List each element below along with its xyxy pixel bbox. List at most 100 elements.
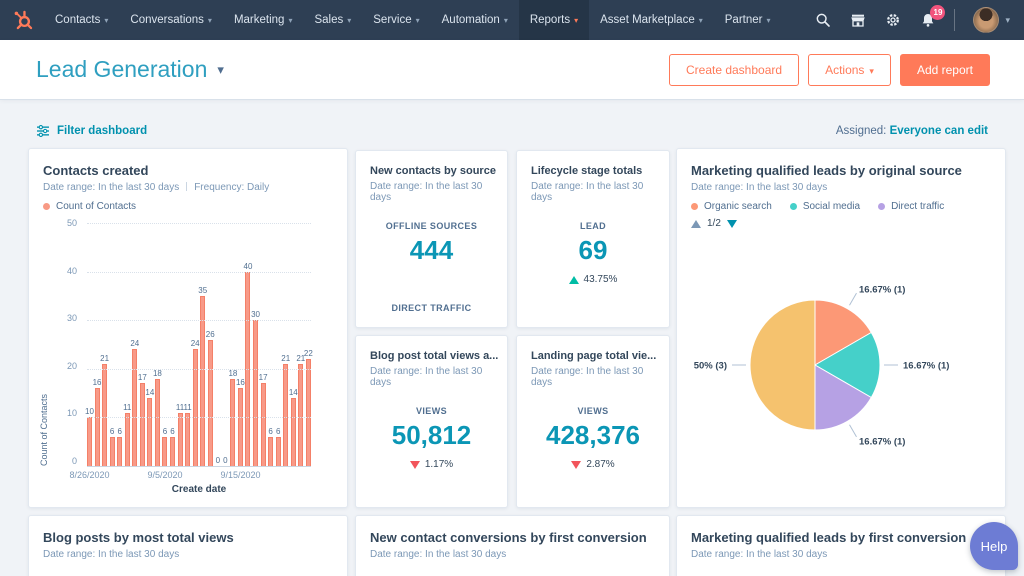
bar-value-label: 21 [100,353,110,363]
bar[interactable]: 6 [162,223,168,466]
nav-item-label: Sales [314,14,344,26]
bar-rect [298,363,304,466]
nav-item-asset-marketplace[interactable]: Asset Marketplace ▾ [589,0,714,40]
bar-rect [139,383,145,466]
bar-value-label: 17 [258,373,268,383]
bar[interactable]: 11 [183,223,192,466]
nav-item-marketing[interactable]: Marketing ▾ [223,0,304,40]
nav-item-reports[interactable]: Reports ▾ [518,0,590,40]
bar-value-label: 11 [183,402,192,412]
nav-item-label: Automation [441,14,500,26]
actions-button[interactable]: Actions ▾ [808,53,891,86]
bar[interactable]: 0 [223,223,228,466]
bar[interactable]: 6 [275,223,281,466]
pie-slice[interactable] [813,331,881,399]
legend-item-social-media[interactable]: Social media [789,201,860,212]
page-title: Lead Generation [36,56,208,82]
bar-value-label: 14 [288,387,298,397]
bar-chart-legend[interactable]: Count of Contacts [43,201,347,212]
filter-dashboard-link[interactable]: Filter dashboard [36,125,147,137]
bar[interactable]: 6 [117,223,123,466]
bar-value-label: 26 [205,329,215,339]
card-date-range: Date range: In the last 30 days [531,181,644,203]
chevron-down-icon: ▾ [574,15,579,25]
bar-rect [154,378,160,466]
nav-item-service[interactable]: Service ▾ [362,0,430,40]
bar[interactable]: 24 [191,223,200,466]
bar[interactable]: 17 [138,223,147,466]
nav-item-conversations[interactable]: Conversations ▾ [119,0,223,40]
x-tick-label: 9/15/2020 [220,470,261,480]
chevron-down-icon: ▾ [347,15,352,25]
chevron-down-icon: ▾ [207,15,212,25]
notifications-bell-icon[interactable]: 19 [919,4,946,29]
nav-item-automation[interactable]: Automation ▾ [431,0,519,40]
bar[interactable]: 10 [85,223,94,466]
gridline [87,223,311,224]
hubspot-logo-icon[interactable] [0,0,44,40]
page-up-icon[interactable] [691,219,701,228]
nav-item-label: Service [373,14,412,26]
pie-slice[interactable] [749,299,816,431]
nav-right: 19 ▾ [814,0,1024,40]
pie-slice[interactable] [814,299,872,366]
bar[interactable]: 14 [145,223,154,466]
pie-label-leader-line [849,292,857,306]
nav-item-partner[interactable]: Partner ▾ [714,0,782,40]
bar[interactable]: 26 [206,223,215,466]
bar[interactable]: 18 [228,223,237,466]
nav-item-label: Asset Marketplace [600,14,695,26]
bar[interactable]: 22 [304,223,313,466]
bar-value-label: 17 [137,373,147,383]
legend-item-direct-traffic[interactable]: Direct traffic [878,201,944,212]
card-mql-by-original-source: Marketing qualified leads by original so… [676,148,1006,508]
pie-slice[interactable] [814,364,872,431]
marketplace-icon[interactable] [849,12,866,29]
legend-item-organic-search[interactable]: Organic search [691,201,772,212]
bar-chart-plot: 10 16 21 6 6 11 24 17 14 18 6 6 11 11 24 35 26 0 0 18 16 40 30… [85,223,313,467]
everyone-can-edit-link[interactable]: Everyone can edit [889,125,988,137]
bar[interactable]: 6 [170,223,176,466]
nav-item-sales[interactable]: Sales ▾ [303,0,362,40]
bar[interactable]: 11 [123,223,131,466]
bar[interactable]: 21 [100,223,109,466]
dashboard-title-dropdown[interactable]: Lead Generation ▾ [36,56,224,83]
nav-item-contacts[interactable]: Contacts ▾ [44,0,119,40]
bar[interactable]: 30 [251,223,260,466]
bar[interactable]: 0 [215,223,220,466]
bar[interactable]: 14 [289,223,298,466]
metric-value: 444 [409,235,454,265]
search-icon[interactable] [814,12,831,29]
bar[interactable]: 35 [198,223,207,466]
bar[interactable]: 11 [176,223,184,466]
bar[interactable]: 18 [153,223,162,466]
bar-rect [102,363,108,466]
card-mql-by-first-conversion: Marketing qualified leads by first conve… [676,515,1006,576]
settings-gear-icon[interactable] [884,12,901,29]
account-menu[interactable]: ▾ [973,7,1010,33]
metric-delta: 2.87% [517,459,669,470]
bar[interactable]: 24 [130,223,139,466]
bar[interactable]: 6 [268,223,274,466]
y-tick-label: 0 [71,456,77,466]
create-dashboard-button[interactable]: Create dashboard [668,53,800,86]
bar[interactable]: 40 [244,223,252,466]
card-title: Lifecycle stage totals [531,165,643,177]
bar[interactable]: 21 [281,223,290,466]
bar-rect [275,436,281,466]
add-report-button[interactable]: Add report [899,53,990,86]
bar[interactable]: 6 [109,223,115,466]
help-button[interactable]: Help [970,522,1018,570]
bar-chart-bars: 10 16 21 6 6 11 24 17 14 18 6 6 11 11 24 35 26 0 0 18 16 40 30… [85,223,313,466]
bar[interactable]: 17 [259,223,268,466]
card-contacts-created: Contacts created Date range: In the last… [28,148,348,508]
bar[interactable]: 16 [93,223,102,466]
bar[interactable]: 21 [296,223,305,466]
bar-rect [253,320,259,466]
pie-chart-legend: Organic search Social media Direct traffic [691,201,1005,212]
page-down-icon[interactable] [726,219,737,228]
legend-label: Direct traffic [891,201,945,212]
bar[interactable]: 16 [236,223,245,466]
bar-value-label: 6 [109,426,115,436]
chevron-down-icon: ▾ [104,15,109,25]
